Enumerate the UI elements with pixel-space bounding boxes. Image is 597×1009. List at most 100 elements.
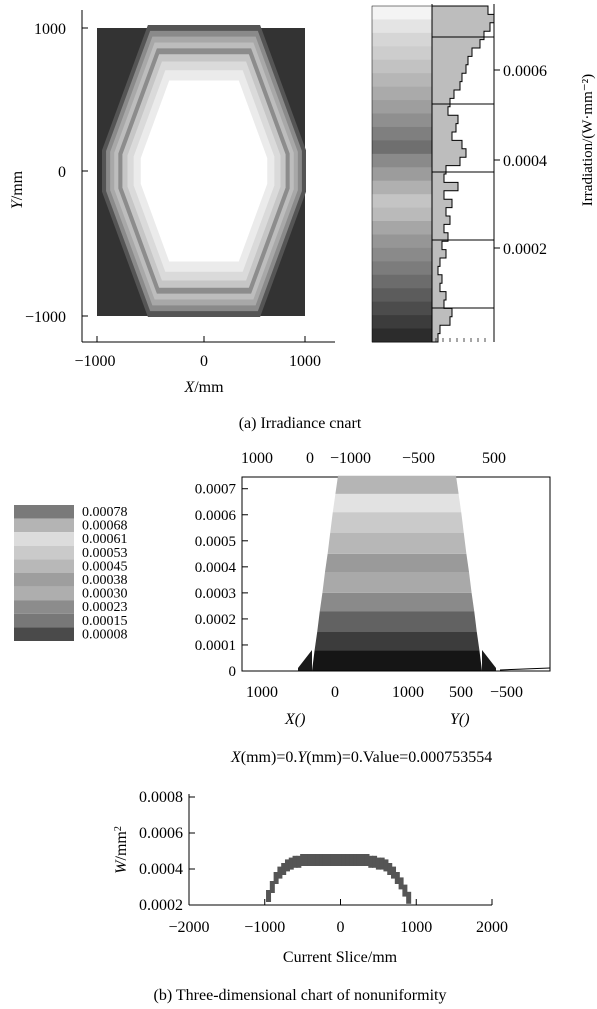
legend-swatch-9	[14, 627, 74, 641]
surface-layer-5	[325, 553, 469, 573]
bottom-tick-1000a: 1000	[246, 684, 278, 701]
colorbar-band-22	[372, 301, 432, 316]
z-tick-1: 0.0006	[195, 508, 237, 524]
scatter-point-0	[266, 890, 272, 902]
scatter-ylabel: W/mm2	[113, 826, 131, 874]
z-tick-5: 0.0002	[195, 612, 236, 628]
legend-swatch-4	[14, 559, 74, 573]
scatter-point-25	[360, 854, 366, 866]
scatter-point-29	[375, 857, 381, 870]
heatmap-xtick-0: 0	[200, 353, 208, 370]
colorbar-band-5	[372, 73, 432, 88]
bottom-tick-1000b: 1000	[392, 684, 424, 701]
scatter-point-4	[281, 863, 287, 875]
surface-layer-6	[327, 532, 467, 554]
surface-layer-8	[332, 493, 462, 513]
colorbar-band-11	[372, 153, 432, 168]
top-tick-neg500: −500	[402, 450, 435, 467]
scatter-point-36	[402, 884, 408, 897]
bottom-tick-500: 500	[449, 684, 473, 701]
bottom-tick-neg500: −500	[490, 684, 523, 701]
scatter-point-2	[273, 872, 279, 884]
scatter-point-11	[307, 854, 313, 866]
legend-swatch-1	[14, 518, 74, 533]
colorbar-band-19	[372, 261, 432, 276]
scatter-panel: −2000 −1000 0 1000 2000 0.0008 0.0006 0.0004 0.0…	[113, 789, 509, 966]
scatter-xlabel: Current Slice/mm	[283, 949, 398, 966]
colorbar-band-13	[372, 180, 432, 195]
legend-label-7: 0.00023	[82, 600, 128, 615]
surface-layers	[298, 475, 551, 671]
scatter-point-26	[364, 854, 370, 866]
scatter-point-16	[326, 854, 332, 866]
scatter-point-14	[319, 854, 325, 866]
scatter-point-23	[353, 854, 359, 866]
legend-swatch-3	[14, 545, 74, 560]
colorbar-tick-0.0004: 0.0004	[503, 153, 547, 170]
colorbar-band-14	[372, 194, 432, 209]
surface-layer-2	[317, 611, 477, 632]
heatmap-ytick-1000: 1000	[34, 21, 66, 38]
scatter-point-1	[269, 881, 275, 893]
top-tick-0: 0	[306, 450, 314, 467]
z-tick-3: 0.0004	[195, 560, 237, 576]
legend-swatch-7	[14, 600, 74, 614]
colorbar-band-16	[372, 221, 432, 235]
colorbar-band-9	[372, 126, 432, 141]
scatter-point-13	[315, 854, 321, 866]
heatmap-ring-8	[140, 80, 268, 262]
caption-b: (b) Three-dimensional chart of nonunifor…	[154, 987, 447, 1004]
scatter-point-18	[334, 854, 340, 866]
scatter-ytick-1: 0.0006	[139, 825, 183, 842]
z-tick-6: 0.0001	[195, 638, 236, 654]
colorbar-band-24	[372, 328, 432, 343]
scatter-point-33	[391, 866, 397, 879]
scatter-points	[266, 854, 412, 904]
value-readout: X(mm)=0.Y(mm)=0.Value=0.000753554	[230, 749, 492, 766]
scatter-point-30	[379, 857, 385, 870]
scatter-point-20	[341, 854, 347, 866]
legend: 0.000780.000680.000610.000530.000450.000…	[14, 505, 128, 642]
legend-label-9: 0.00008	[82, 627, 128, 642]
colorbar: 0.0006 0.0004 0.0002 Irradiation/(W·mm⁻²…	[371, 4, 596, 343]
heatmap-xtick-1000: 1000	[289, 353, 321, 370]
surface-layer-4	[322, 572, 472, 593]
scatter-xtick-2: 0	[337, 919, 345, 936]
histogram-outline	[431, 5, 495, 343]
scatter-point-9	[300, 854, 306, 866]
scatter-point-10	[303, 854, 309, 866]
colorbar-band-6	[372, 86, 432, 101]
surface-skirt-right	[482, 650, 496, 671]
z-tick-4: 0.0003	[195, 586, 236, 602]
scatter-point-24	[356, 854, 362, 866]
legend-label-1: 0.00068	[82, 519, 128, 534]
surface-baseline	[499, 667, 551, 671]
xaxis-3d-label: X()	[284, 711, 305, 728]
legend-label-5: 0.00038	[82, 573, 128, 588]
z-tick-7: 0	[229, 664, 237, 680]
scatter-point-31	[383, 859, 389, 872]
colorbar-band-3	[372, 46, 432, 61]
scatter-point-12	[311, 854, 317, 866]
colorbar-band-10	[372, 140, 432, 155]
scatter-ytick-0: 0.0008	[139, 789, 183, 806]
top-tick-neg1000: −1000	[330, 450, 371, 467]
colorbar-tick-0.0006: 0.0006	[503, 63, 547, 80]
colorbar-bands	[372, 6, 432, 343]
scatter-ytick-3: 0.0002	[139, 897, 183, 914]
scatter-point-22	[349, 854, 355, 866]
legend-swatch-0	[14, 505, 74, 519]
surface-skirt-left	[298, 650, 312, 671]
legend-swatch-8	[14, 613, 74, 628]
top-tick-500: 500	[482, 450, 506, 467]
scatter-point-6	[288, 857, 294, 870]
colorbar-tick-0.0002: 0.0002	[503, 241, 547, 258]
colorbar-band-23	[372, 315, 432, 330]
scatter-point-34	[394, 872, 400, 884]
scatter-point-8	[296, 855, 302, 868]
scatter-xtick-4: 2000	[476, 919, 508, 936]
legend-swatch-5	[14, 573, 74, 587]
scatter-point-27	[368, 855, 374, 868]
colorbar-band-15	[372, 207, 432, 222]
legend-label-0: 0.00078	[82, 505, 128, 520]
